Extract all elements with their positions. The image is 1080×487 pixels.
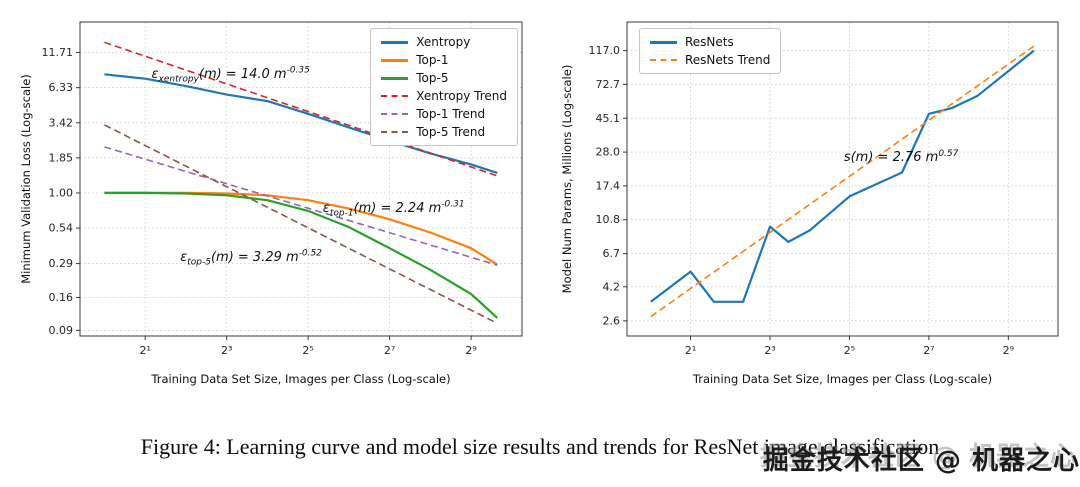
legend-item: ResNets Trend xyxy=(650,53,770,67)
legend-line-sample xyxy=(381,95,409,97)
learning-curve-plot: 11.71 6.33 3.42 1.85 1.00 0.54 0.29 0.16 0.09 2¹ 2… xyxy=(42,21,523,357)
legend-line-sample xyxy=(381,58,409,62)
y-tick-label: 1.85 xyxy=(49,151,74,164)
legend-line-sample xyxy=(650,59,677,61)
y-tick-label: 28.0 xyxy=(596,146,621,159)
y-tick-label: 11.71 xyxy=(42,46,74,59)
x-axis-label: Training Data Set Size, Images per Class… xyxy=(692,372,993,386)
legend: ResNets ResNets Trend xyxy=(639,28,782,74)
x-tick-label: 2⁵ xyxy=(302,344,313,357)
y-tick-label: 0.16 xyxy=(49,291,74,304)
y-tick-label: 45.1 xyxy=(596,112,621,125)
legend-item: Top-1 Trend xyxy=(381,107,507,121)
series-top-5 xyxy=(104,191,499,319)
figure-caption: Figure 4: Learning curve and model size … xyxy=(0,434,1080,460)
y-tick-label: 10.8 xyxy=(596,213,621,226)
y-tick-label: 72.7 xyxy=(596,78,621,91)
x-tick-label: 2¹ xyxy=(685,344,696,357)
y-tick-label: 2.6 xyxy=(603,314,621,327)
legend-item: Top-1 xyxy=(381,53,507,67)
series-resnets xyxy=(650,49,1035,303)
plot-frame xyxy=(626,21,1059,337)
model-size-panel: 117.0 72.7 45.1 28.0 17.4 10.8 6.7 4.2 2.6 2¹ 2³ 2⁵… xyxy=(555,8,1070,398)
legend-label: Top-1 Trend xyxy=(416,107,486,121)
legend-item: Xentropy Trend xyxy=(381,89,507,103)
legend-label: ResNets Trend xyxy=(685,53,771,67)
series-top-1-trend xyxy=(104,146,498,266)
series-top-1 xyxy=(104,191,498,266)
y-tick-label: 6.7 xyxy=(603,247,621,260)
legend-item: Xentropy xyxy=(381,35,507,49)
x-tick-label: 2⁹ xyxy=(465,344,476,357)
legend-line-sample xyxy=(381,40,409,44)
legend-label: Xentropy Trend xyxy=(416,89,507,103)
y-tick-label: 3.42 xyxy=(49,116,74,129)
legend-line-sample xyxy=(381,76,409,80)
x-tick-label: 2⁷ xyxy=(384,344,395,357)
legend-label: Xentropy xyxy=(416,35,471,49)
y-tick-label: 6.33 xyxy=(49,81,74,94)
y-axis-label: Model Num Params, Millions (Log-scale) xyxy=(560,64,574,294)
y-tick-label: 0.29 xyxy=(49,257,74,270)
legend-label: Top-1 xyxy=(416,53,449,67)
watermark: 掘金技术社区 @ 机器之心 xyxy=(762,446,1080,476)
legend-line-sample xyxy=(381,131,409,133)
y-tick-label: 0.54 xyxy=(49,222,74,235)
legend-line-sample xyxy=(381,113,409,115)
legend-label: Top-5 Trend xyxy=(416,125,486,139)
legend-label: Top-5 xyxy=(416,71,449,85)
series-xentropy-trend xyxy=(104,41,498,177)
x-tick-label: 2⁷ xyxy=(923,344,934,357)
legend: Xentropy Top-1 Top-5 Xentropy Trend Top-1 Tr… xyxy=(370,28,518,146)
legend-item: Top-5 xyxy=(381,71,507,85)
x-tick-label: 2¹ xyxy=(139,344,150,357)
x-tick-label: 2⁵ xyxy=(844,344,855,357)
y-tick-label: 0.09 xyxy=(49,324,74,337)
y-tick-label: 4.2 xyxy=(603,280,621,293)
model-size-plot: 117.0 72.7 45.1 28.0 17.4 10.8 6.7 4.2 2.6 2¹ 2³ 2⁵… xyxy=(589,21,1059,357)
x-tick-label: 2³ xyxy=(764,344,775,357)
legend-item: ResNets xyxy=(650,35,770,49)
x-axis-label: Training Data Set Size, Images per Class… xyxy=(151,372,451,386)
series-top-5-trend xyxy=(104,124,498,325)
series-resnets-trend xyxy=(650,45,1035,318)
legend-label: ResNets xyxy=(685,35,734,49)
legend-item: Top-5 Trend xyxy=(381,125,507,139)
y-tick-label: 117.0 xyxy=(589,44,621,57)
figure-caption-text: Figure 4: Learning curve and model size … xyxy=(140,434,940,459)
plot-frame xyxy=(79,21,523,337)
x-tick-label: 2³ xyxy=(221,344,232,357)
y-tick-label: 17.4 xyxy=(596,179,621,192)
x-tick-label: 2⁹ xyxy=(1003,344,1014,357)
y-axis-label: Minimum Validation Loss (Log-scale) xyxy=(19,74,33,284)
legend-line-sample xyxy=(650,40,677,44)
y-tick-label: 1.00 xyxy=(49,186,74,199)
learning-curve-panel: 11.71 6.33 3.42 1.85 1.00 0.54 0.29 0.16 0.09 2¹ 2… xyxy=(14,8,534,398)
